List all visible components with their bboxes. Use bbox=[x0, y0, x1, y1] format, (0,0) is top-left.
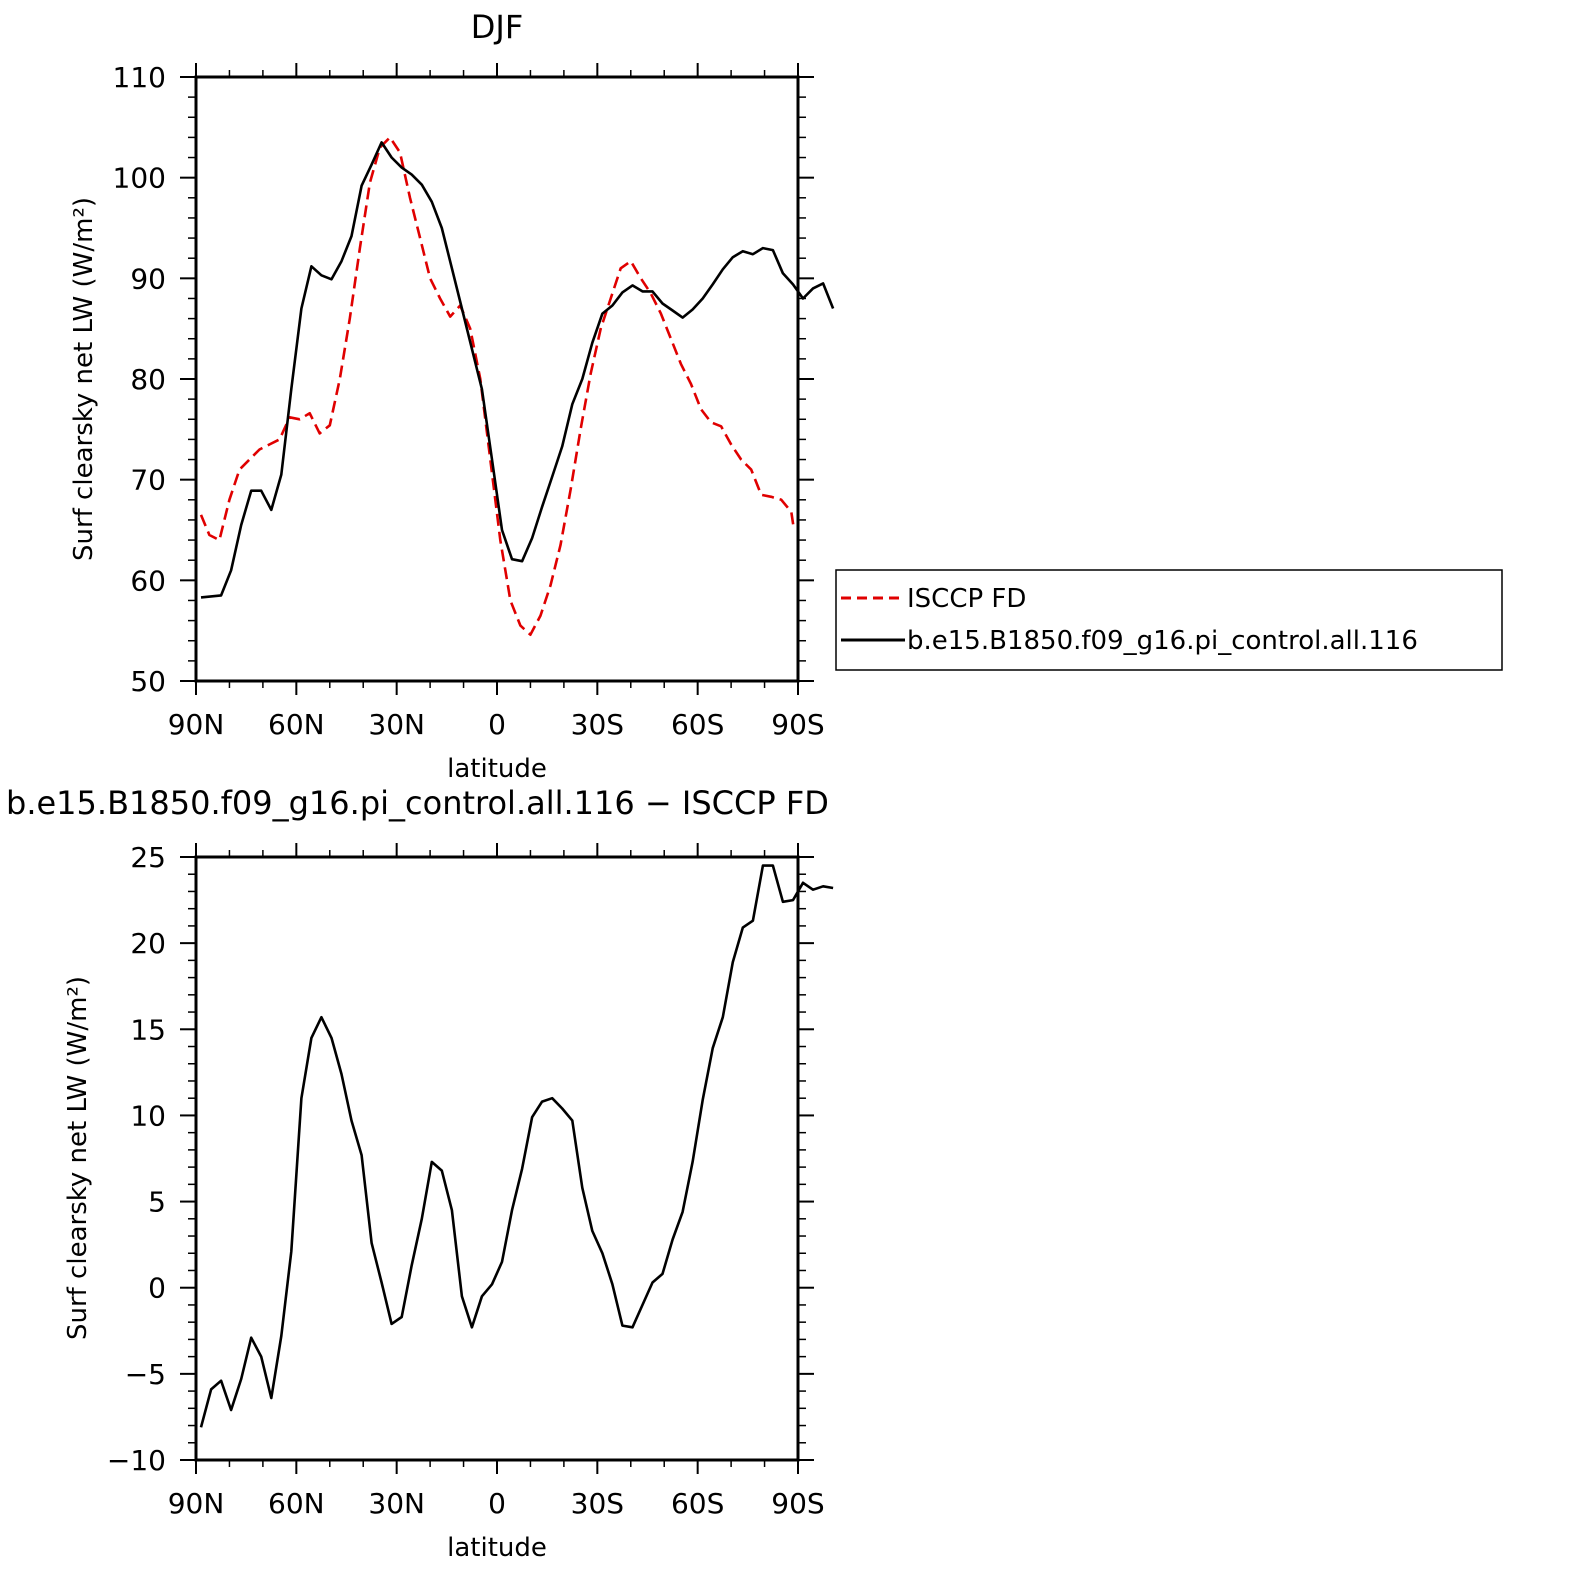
y-tick-label: 100 bbox=[113, 162, 166, 195]
y-tick-label: 15 bbox=[130, 1013, 166, 1046]
bottom-plot-x-axis-label: latitude bbox=[447, 1533, 547, 1563]
legend: ISCCP FD b.e15.B1850.f09_g16.pi_control.… bbox=[835, 569, 1503, 671]
x-tick-label: 90S bbox=[771, 708, 824, 741]
y-tick-label: 20 bbox=[130, 927, 166, 960]
x-tick-label: 90N bbox=[168, 708, 225, 741]
series-line-1 bbox=[200, 141, 835, 599]
x-tick-label: 90S bbox=[771, 1487, 824, 1520]
x-tick-label: 30S bbox=[571, 1487, 624, 1520]
top-plot-ticks: 90N 60N 30N 0 30S 60S 90S 50 60 70 80 90 100 110 bbox=[113, 61, 825, 741]
y-tick-label: 90 bbox=[130, 262, 166, 295]
y-tick-label: 25 bbox=[130, 841, 166, 874]
y-tick-label: 80 bbox=[130, 363, 166, 396]
bottom-plot-ticks: 90N 60N 30N 0 30S 60S 90S −10 −5 0 5 10 15 20 25 bbox=[107, 841, 825, 1520]
y-tick-label: 50 bbox=[130, 665, 166, 698]
y-tick-label: 5 bbox=[148, 1186, 166, 1219]
y-tick-label: 70 bbox=[130, 464, 166, 497]
bottom-plot-frame bbox=[194, 855, 800, 1462]
x-tick-label: 90N bbox=[168, 1487, 225, 1520]
x-tick-label: 0 bbox=[488, 1487, 506, 1520]
x-tick-label: 30S bbox=[571, 708, 624, 741]
top-plot-title: DJF bbox=[471, 8, 523, 46]
bottom-plot-series bbox=[199, 864, 834, 1428]
y-tick-label: 60 bbox=[130, 564, 166, 597]
series-line-0 bbox=[199, 864, 834, 1428]
bottom-plot-y-axis-label: Surf clearsky net LW (W/m²) bbox=[63, 976, 93, 1340]
legend-box bbox=[835, 569, 1503, 671]
y-tick-label: 10 bbox=[130, 1099, 166, 1132]
x-tick-label: 60S bbox=[671, 708, 724, 741]
top-plot-series bbox=[199, 136, 835, 637]
x-tick-label: 60S bbox=[671, 1487, 724, 1520]
legend-label-isccp: ISCCP FD bbox=[907, 584, 1026, 614]
x-tick-label: 30N bbox=[368, 1487, 425, 1520]
top-plot: DJF 90N 60N 30N 0 30S 60S 90S5060708090100110 … bbox=[69, 8, 1503, 784]
series-line-0 bbox=[199, 136, 796, 637]
x-tick-label: 30N bbox=[368, 708, 425, 741]
y-tick-label: 110 bbox=[113, 61, 166, 94]
top-plot-x-axis-label: latitude bbox=[447, 754, 547, 784]
y-tick-label: −5 bbox=[125, 1358, 166, 1391]
y-tick-label: −10 bbox=[107, 1444, 166, 1477]
y-tick-label: 0 bbox=[148, 1272, 166, 1305]
legend-label-model: b.e15.B1850.f09_g16.pi_control.all.116 bbox=[907, 626, 1418, 656]
top-plot-y-axis-label: Surf clearsky net LW (W/m²) bbox=[69, 197, 99, 561]
bottom-plot-title: b.e15.B1850.f09_g16.pi_control.all.116 −… bbox=[6, 784, 829, 822]
x-tick-label: 60N bbox=[268, 708, 325, 741]
x-tick-label: 0 bbox=[488, 708, 506, 741]
top-plot-frame bbox=[194, 75, 800, 683]
x-tick-label: 60N bbox=[268, 1487, 325, 1520]
bottom-plot: b.e15.B1850.f09_g16.pi_control.all.116 −… bbox=[6, 784, 834, 1563]
